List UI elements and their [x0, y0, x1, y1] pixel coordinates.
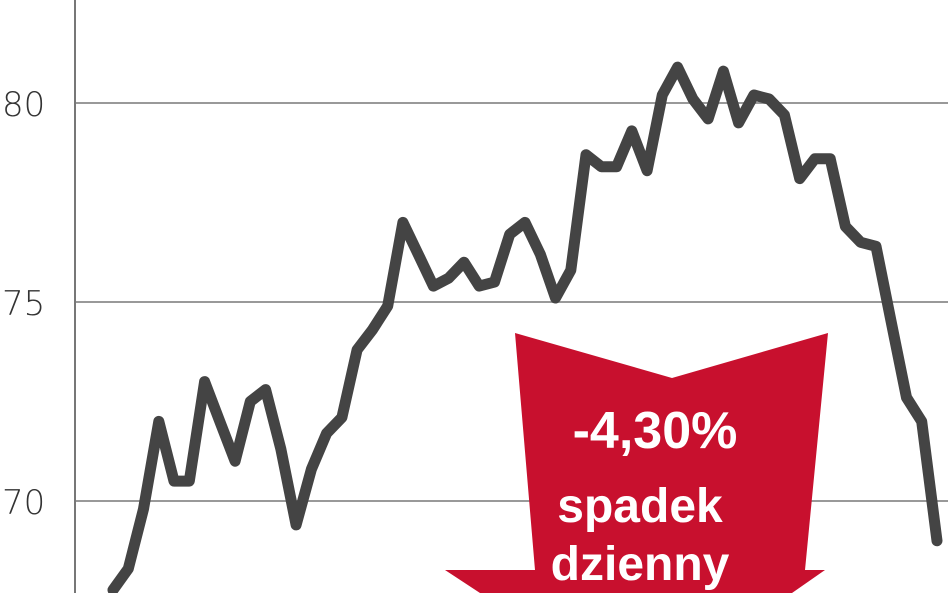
annotation-value: -4,30%	[573, 402, 738, 460]
annotation-line2: dzienny	[551, 538, 730, 591]
y-tick-label: 70	[2, 483, 45, 523]
y-tick-label: 80	[2, 85, 45, 125]
daily-drop-annotation: -4,30% spadek dzienny	[445, 333, 828, 593]
down-arrow-shape	[445, 333, 828, 593]
annotation-line1: spadek	[557, 480, 723, 533]
series-line	[107, 61, 943, 593]
y-tick-label: 75	[2, 284, 45, 324]
